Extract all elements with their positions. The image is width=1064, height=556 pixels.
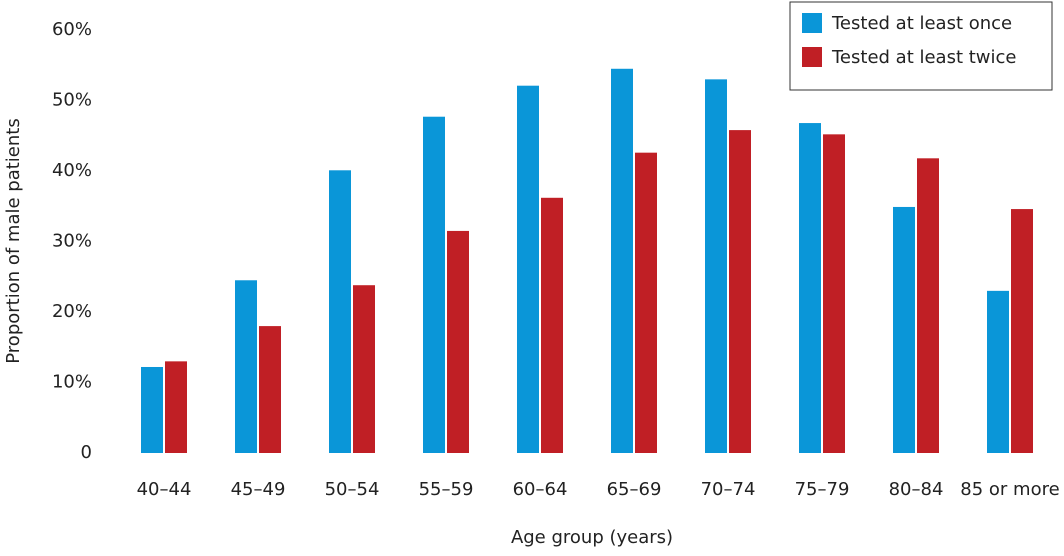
y-tick-label: 30% (52, 231, 92, 252)
bar (729, 130, 751, 454)
bar (447, 230, 469, 453)
x-tick-label: 60–64 (513, 479, 568, 500)
bar (823, 134, 845, 453)
y-tick-label: 50% (52, 90, 92, 111)
x-tick-label: 65–69 (607, 479, 662, 500)
legend-swatch (802, 47, 822, 67)
x-tick-label: 40–44 (137, 479, 192, 500)
bar (987, 290, 1009, 453)
y-tick-label: 20% (52, 301, 92, 322)
legend-swatch (802, 13, 822, 33)
bar (517, 85, 539, 453)
bar (635, 152, 657, 454)
bar (799, 123, 821, 453)
bar (705, 79, 727, 453)
y-tick-label: 10% (52, 372, 92, 393)
x-tick-label: 50–54 (325, 479, 380, 500)
x-tick-label: 70–74 (701, 479, 756, 500)
bar (329, 170, 351, 454)
legend-label: Tested at least twice (831, 47, 1017, 68)
bar (893, 206, 915, 453)
legend-box (789, 1, 1053, 91)
bar (353, 285, 375, 453)
x-tick-label: 55–59 (419, 479, 474, 500)
y-tick-label: 60% (52, 19, 92, 40)
bar (611, 68, 633, 454)
y-tick-label: 40% (52, 160, 92, 181)
legend-label: Tested at least once (831, 13, 1012, 34)
x-axis-label: Age group (years) (511, 527, 673, 548)
x-tick-label: 45–49 (231, 479, 286, 500)
x-tick-label: 75–79 (795, 479, 850, 500)
x-tick-label: 80–84 (889, 479, 944, 500)
bar (235, 280, 257, 453)
bar (259, 326, 281, 453)
y-tick-label: 0 (81, 442, 92, 463)
bar (165, 361, 187, 453)
bar (423, 116, 445, 453)
bar (141, 366, 163, 453)
bar (1011, 209, 1033, 453)
y-axis-label: Proportion of male patients (3, 118, 24, 363)
bar (541, 197, 563, 453)
x-tick-label: 85 or more (960, 479, 1059, 500)
bar (917, 158, 939, 453)
